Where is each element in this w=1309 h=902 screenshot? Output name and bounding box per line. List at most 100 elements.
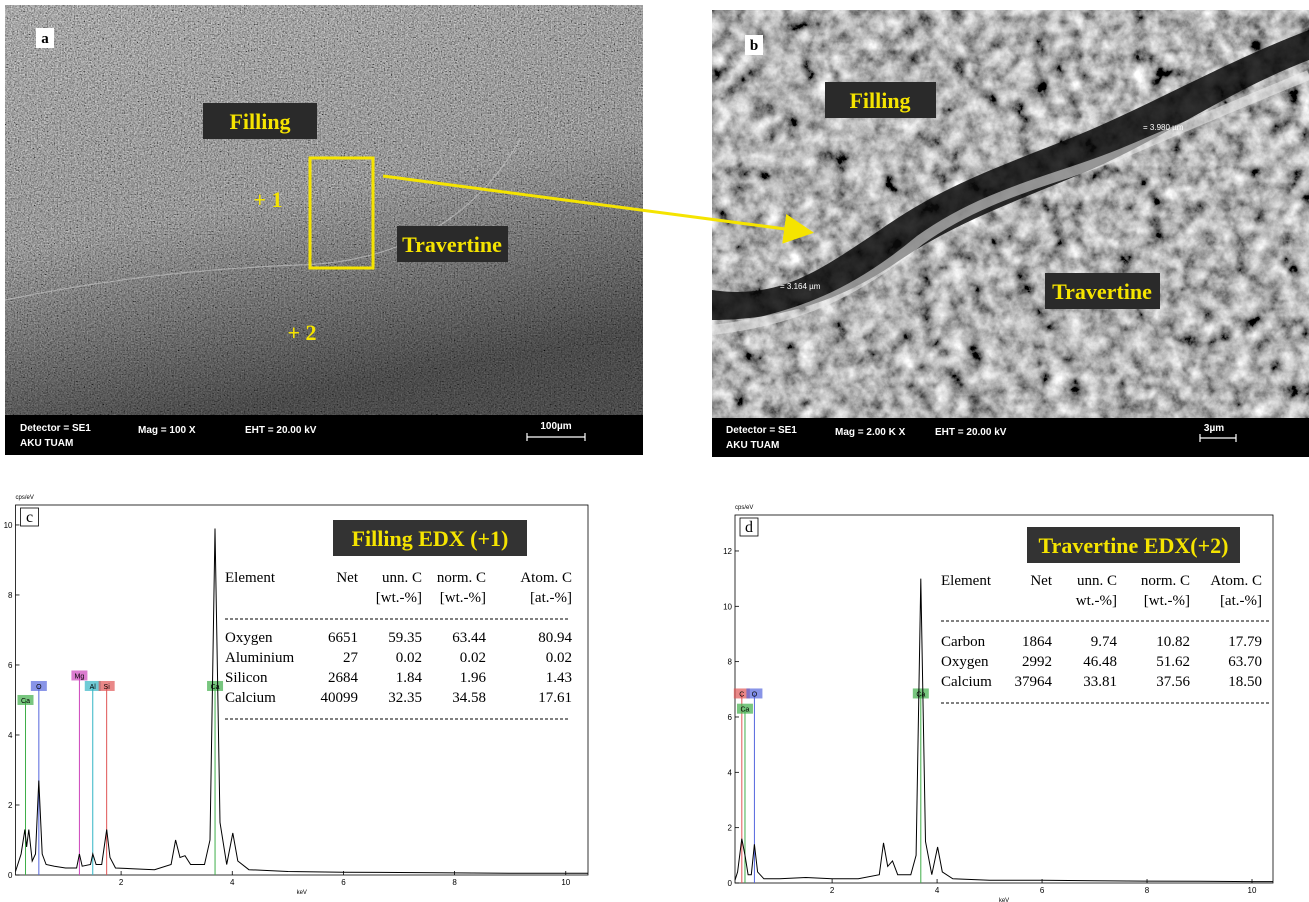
institution: AKU TUAM xyxy=(20,438,73,449)
magnification: Mag = 100 X xyxy=(138,425,196,436)
table-cell: 80.94 xyxy=(538,630,572,646)
shading xyxy=(5,5,643,415)
x-tick-label: 2 xyxy=(830,886,835,895)
table-cell: 0.02 xyxy=(460,650,486,666)
table-header: [at.-%] xyxy=(1220,593,1262,609)
y-tick-label: 10 xyxy=(4,521,13,530)
table-header: Element xyxy=(225,570,276,586)
table-cell: 10.82 xyxy=(1156,634,1190,650)
table-cell: 9.74 xyxy=(1091,634,1118,650)
table-cell: 46.48 xyxy=(1083,654,1117,670)
table-cell: 63.70 xyxy=(1228,654,1262,670)
element-marker-label: Ca xyxy=(740,707,749,714)
region-label: Travertine xyxy=(402,232,502,257)
table-cell: Silicon xyxy=(225,670,268,686)
table-cell: 1.43 xyxy=(546,670,572,686)
table-header: Net xyxy=(1030,573,1052,589)
figure: a Filling Travertine + 1 + 2 Detector = … xyxy=(0,0,1309,902)
x-tick-label: 2 xyxy=(119,878,124,887)
region-label: Filling xyxy=(229,109,290,134)
table-cell: 6651 xyxy=(328,630,358,646)
table-cell: 32.35 xyxy=(388,690,422,706)
spectrum-chart: 0246810246810cps/eVkeVcCaOMgAlSiCaFillin… xyxy=(4,495,588,896)
table-cell: 37.56 xyxy=(1156,674,1190,690)
table-cell: 1864 xyxy=(1022,634,1053,650)
detector: Detector = SE1 xyxy=(726,425,797,436)
measurement: = 3.980 µm xyxy=(1143,123,1184,132)
voltage: EHT = 20.00 kV xyxy=(935,427,1007,438)
table-cell: 2992 xyxy=(1022,654,1052,670)
x-tick-label: 6 xyxy=(1040,886,1045,895)
detector: Detector = SE1 xyxy=(20,423,91,434)
table-cell: 1.84 xyxy=(396,670,423,686)
table-cell: 0.02 xyxy=(546,650,572,666)
table-cell: Oxygen xyxy=(941,654,989,670)
table-cell: 40099 xyxy=(321,690,359,706)
table-header: wt.-%] xyxy=(1076,593,1117,609)
y-tick-label: 8 xyxy=(8,591,13,600)
table-header: Atom. C xyxy=(520,570,572,586)
table-cell: 63.44 xyxy=(452,630,486,646)
table-title: Travertine EDX(+2) xyxy=(1039,533,1229,558)
element-marker-label: Al xyxy=(90,684,97,691)
panel-label: a xyxy=(41,31,49,47)
table-title: Filling EDX (+1) xyxy=(352,526,509,551)
spectrum-line xyxy=(735,579,1273,882)
x-axis-label: keV xyxy=(999,898,1009,902)
table-header: norm. C xyxy=(437,570,486,586)
x-axis-label: keV xyxy=(297,890,307,896)
region-label: Filling xyxy=(849,88,910,113)
x-tick-label: 8 xyxy=(452,878,457,887)
y-tick-label: 10 xyxy=(723,602,732,611)
table-header: Net xyxy=(336,570,358,586)
magnification: Mag = 2.00 K X xyxy=(835,427,906,438)
table-cell: 37964 xyxy=(1015,674,1053,690)
y-axis-label: cps/eV xyxy=(16,495,34,501)
table-cell: 2684 xyxy=(328,670,359,686)
table-header: Atom. C xyxy=(1210,573,1262,589)
y-tick-label: 4 xyxy=(728,768,733,777)
scale-bar-label: 3µm xyxy=(1204,423,1224,434)
element-marker-label: Ca xyxy=(21,698,30,705)
panel-label: c xyxy=(26,509,33,526)
x-tick-label: 8 xyxy=(1145,886,1150,895)
table-header: Element xyxy=(941,573,992,589)
table-cell: Calcium xyxy=(941,674,992,690)
sem-panel-a: a Filling Travertine + 1 + 2 Detector = … xyxy=(5,5,643,455)
table-header: unn. C xyxy=(382,570,422,586)
point-label: + 2 xyxy=(287,320,316,345)
table-header: [wt.-%] xyxy=(376,590,422,606)
table-cell: 1.96 xyxy=(460,670,487,686)
table-header: norm. C xyxy=(1141,573,1190,589)
y-tick-label: 6 xyxy=(8,661,13,670)
table-cell: 17.61 xyxy=(538,690,572,706)
spectrum-line xyxy=(16,529,589,874)
point-label: + 1 xyxy=(253,187,282,212)
table-cell: 33.81 xyxy=(1083,674,1117,690)
x-tick-label: 10 xyxy=(561,878,570,887)
table-cell: 27 xyxy=(343,650,359,666)
y-tick-label: 8 xyxy=(728,658,733,667)
scale-bar-label: 100µm xyxy=(540,421,571,432)
region-label: Travertine xyxy=(1052,279,1152,304)
sem-panel-b: b Filling Travertine = 3.980 µm = 3.164 … xyxy=(712,10,1309,457)
table-cell: 34.58 xyxy=(452,690,486,706)
table-cell: 17.79 xyxy=(1228,634,1262,650)
institution: AKU TUAM xyxy=(726,440,779,451)
measurement: = 3.164 µm xyxy=(780,282,821,291)
table-cell: 0.02 xyxy=(396,650,422,666)
x-tick-label: 10 xyxy=(1248,886,1257,895)
y-tick-label: 4 xyxy=(8,731,13,740)
table-cell: Aluminium xyxy=(225,650,295,666)
voltage: EHT = 20.00 kV xyxy=(245,425,317,436)
table-header: [wt.-%] xyxy=(1144,593,1190,609)
element-marker-label: C xyxy=(739,691,744,698)
x-tick-label: 6 xyxy=(341,878,346,887)
table-header: [wt.-%] xyxy=(440,590,486,606)
element-marker-label: O xyxy=(36,684,42,691)
element-marker-label: Si xyxy=(104,684,111,691)
y-axis-label: cps/eV xyxy=(735,505,753,511)
element-marker-label: Ca xyxy=(916,691,925,698)
element-marker-label: Mg xyxy=(75,673,85,680)
